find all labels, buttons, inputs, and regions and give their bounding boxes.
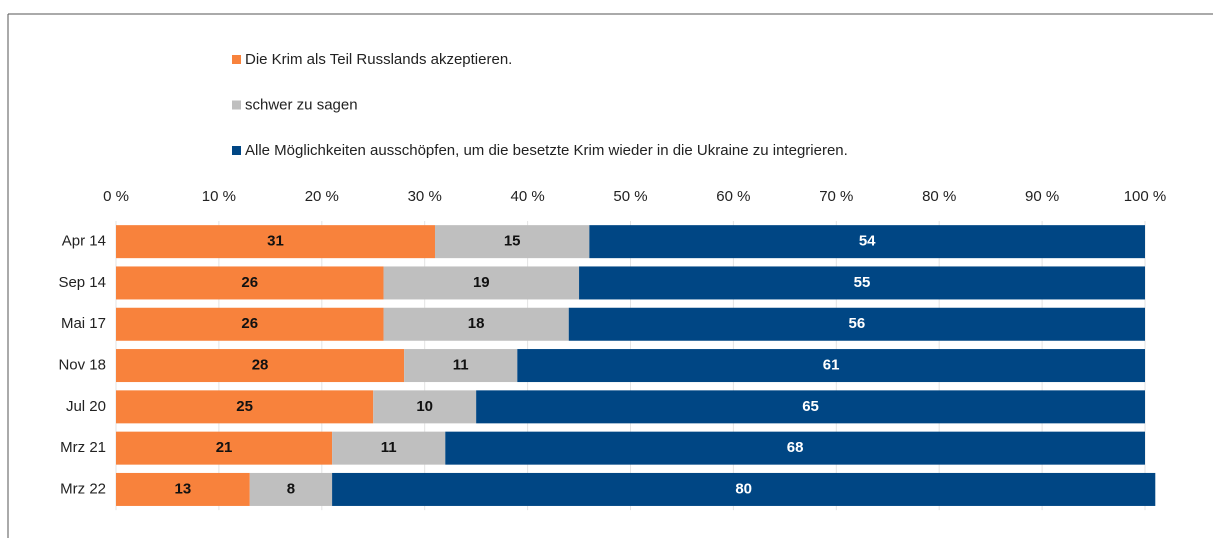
bar [383, 307, 569, 341]
bar [116, 349, 405, 383]
x-tick-label: 90 % [1025, 188, 1059, 205]
bar [579, 266, 1145, 300]
data-label: 61 [823, 357, 840, 374]
data-label: 8 [287, 480, 295, 497]
data-label: 13 [175, 480, 192, 497]
data-label: 10 [416, 398, 433, 415]
bar [116, 266, 384, 300]
y-tick-label: Nov 18 [58, 357, 106, 374]
data-label: 28 [252, 357, 269, 374]
x-tick-label: 30 % [408, 188, 442, 205]
legend-swatch [232, 100, 241, 110]
bar [332, 472, 1156, 506]
bar [517, 349, 1145, 383]
data-label: 15 [504, 233, 521, 250]
legend-label: Alle Möglichkeiten ausschöpfen, um die b… [245, 142, 848, 159]
data-label: 31 [267, 233, 284, 250]
data-label: 11 [453, 357, 469, 374]
bar [116, 225, 435, 259]
data-label: 80 [735, 480, 752, 497]
x-tick-label: 80 % [922, 188, 956, 205]
data-label: 21 [216, 439, 233, 456]
bar [434, 225, 590, 259]
bar [476, 390, 1145, 424]
y-tick-label: Sep 14 [58, 274, 106, 291]
data-label: 18 [468, 315, 485, 332]
y-tick-label: Apr 14 [62, 233, 106, 250]
y-tick-label: Jul 20 [66, 398, 106, 415]
data-label: 54 [859, 233, 876, 250]
bar [332, 431, 446, 465]
bar [383, 266, 580, 300]
data-label: 26 [241, 274, 258, 291]
x-tick-label: 100 % [1124, 188, 1167, 205]
bar [249, 472, 333, 506]
bar [568, 307, 1145, 341]
x-tick-label: 50 % [613, 188, 647, 205]
data-label: 55 [854, 274, 871, 291]
x-tick-label: 0 % [103, 188, 129, 205]
data-label: 68 [787, 439, 804, 456]
bar [116, 307, 384, 341]
legend-label: Die Krim als Teil Russlands akzeptieren. [245, 51, 512, 68]
legend-label: schwer zu sagen [245, 96, 358, 113]
y-tick-label: Mrz 21 [60, 439, 106, 456]
data-label: 65 [802, 398, 819, 415]
data-label: 26 [241, 315, 258, 332]
bar [116, 472, 250, 506]
x-tick-label: 10 % [202, 188, 236, 205]
x-tick-label: 20 % [305, 188, 339, 205]
data-label: 25 [236, 398, 253, 415]
bar [373, 390, 477, 424]
data-label: 56 [849, 315, 866, 332]
legend-swatch [232, 146, 241, 155]
x-tick-label: 60 % [716, 188, 750, 205]
x-tick-label: 70 % [819, 188, 853, 205]
x-tick-label: 40 % [510, 188, 544, 205]
bar [589, 225, 1145, 259]
bar [116, 390, 374, 424]
y-tick-label: Mrz 22 [60, 480, 106, 497]
bar [404, 349, 518, 383]
y-tick-label: Mai 17 [61, 315, 106, 332]
bar [116, 431, 333, 465]
data-label: 11 [381, 439, 397, 456]
data-label: 19 [473, 274, 490, 291]
legend-swatch [232, 55, 241, 64]
bar [445, 431, 1145, 465]
